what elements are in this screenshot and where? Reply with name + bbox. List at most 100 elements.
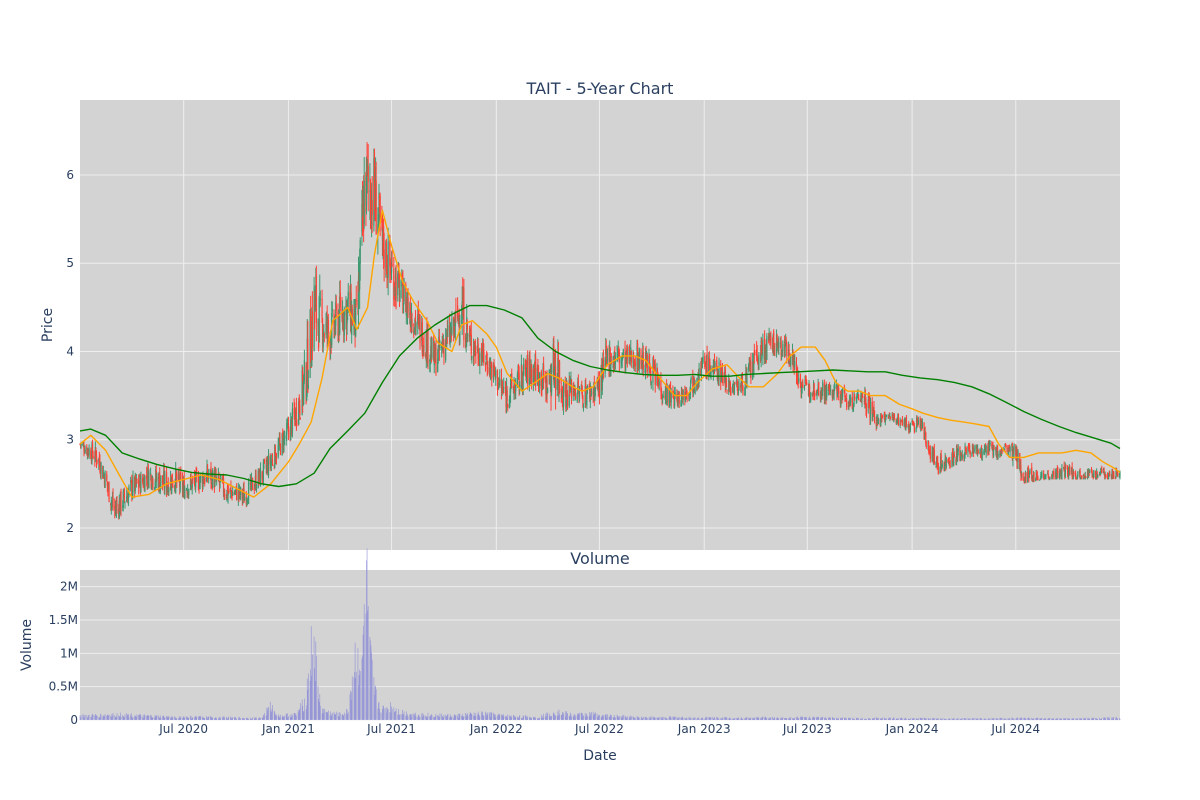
- volume-bar: [862, 718, 863, 720]
- volume-bar: [776, 718, 777, 720]
- volume-bar: [984, 718, 985, 720]
- volume-bar: [1073, 718, 1075, 720]
- candle-body: [754, 351, 756, 353]
- volume-bar: [1004, 718, 1006, 720]
- candle-body: [156, 476, 158, 481]
- candle-body: [546, 379, 548, 397]
- candle-body: [1040, 475, 1042, 480]
- candle-body: [241, 490, 243, 500]
- candle-body: [564, 383, 566, 394]
- volume-bar: [131, 716, 133, 720]
- volume-bar: [995, 718, 997, 720]
- candle-body: [437, 358, 439, 372]
- candle-body: [924, 430, 926, 440]
- candle-body: [589, 388, 591, 402]
- volume-bar: [346, 708, 347, 720]
- candle-body: [1114, 476, 1117, 479]
- volume-bar: [79, 715, 81, 720]
- candle-body: [861, 393, 864, 398]
- candle-body: [1013, 444, 1015, 452]
- candle-body: [1059, 471, 1061, 473]
- candle-body: [190, 479, 192, 482]
- candle-body: [833, 385, 835, 395]
- volume-bar: [1045, 718, 1047, 720]
- candle-body: [496, 370, 499, 390]
- volume-bar: [774, 718, 776, 720]
- volume-bar: [590, 715, 592, 720]
- volume-bar: [1044, 718, 1046, 720]
- volume-bar: [226, 717, 227, 720]
- candle-body: [806, 382, 808, 385]
- candle-body: [956, 448, 958, 457]
- candle-body: [466, 321, 468, 331]
- candle-body: [199, 480, 201, 489]
- volume-bar: [888, 717, 890, 720]
- volume-bar: [1095, 718, 1096, 720]
- volume-bar: [874, 717, 875, 720]
- candle-body: [508, 398, 511, 409]
- candle-body: [323, 334, 325, 336]
- candle-body: [150, 475, 152, 489]
- volume-bar: [231, 716, 233, 720]
- volume-bar: [525, 715, 526, 720]
- volume-bar: [694, 717, 696, 720]
- volume-bar: [140, 715, 142, 720]
- candle-body: [658, 381, 660, 385]
- candle-body: [395, 276, 397, 300]
- candle-body: [766, 336, 768, 360]
- candle-body: [418, 317, 420, 319]
- volume-bar: [527, 716, 529, 720]
- volume-bar: [171, 716, 173, 720]
- volume-bar: [370, 640, 371, 720]
- volume-bar: [905, 718, 907, 720]
- candle-body: [155, 470, 157, 480]
- candle-body: [951, 451, 954, 457]
- candle-body: [884, 412, 886, 422]
- candle-body: [1090, 469, 1093, 471]
- volume-bar: [223, 716, 224, 720]
- volume-bar: [119, 716, 121, 720]
- candle-body: [1052, 471, 1054, 476]
- volume-bar: [602, 715, 604, 720]
- volume-bar: [945, 718, 947, 720]
- candle-body: [160, 475, 162, 485]
- volume-bar: [573, 714, 575, 720]
- candle-body: [108, 482, 110, 502]
- volume-bar: [466, 716, 468, 720]
- candle-body: [500, 378, 503, 389]
- volume-bar: [581, 712, 583, 720]
- volume-bar: [387, 709, 388, 720]
- volume-bar: [282, 716, 284, 720]
- candle-body: [544, 376, 546, 379]
- candle-body: [224, 493, 226, 496]
- volume-bar: [606, 717, 608, 720]
- candle-body: [1080, 478, 1082, 480]
- volume-bar: [861, 717, 863, 720]
- volume-bar: [226, 717, 228, 720]
- volume-bar: [454, 715, 456, 720]
- candle-body: [920, 418, 922, 425]
- volume-bar: [894, 718, 895, 720]
- volume-bar: [163, 717, 165, 720]
- volume-bar: [362, 634, 364, 720]
- volume-bar: [258, 717, 260, 720]
- volume-bar: [537, 718, 539, 720]
- candle-body: [1098, 473, 1101, 475]
- volume-bar: [808, 717, 810, 720]
- volume-bar: [497, 715, 498, 720]
- price-axis-label: Price: [40, 308, 56, 342]
- candle-body: [917, 420, 919, 425]
- candle-body: [1089, 470, 1091, 473]
- volume-bar: [343, 712, 345, 720]
- volume-bar: [253, 717, 255, 720]
- volume-bar: [1041, 718, 1043, 720]
- volume-bar: [90, 717, 92, 720]
- volume-bar: [694, 717, 695, 720]
- volume-bar: [796, 716, 797, 720]
- volume-bar: [382, 705, 384, 720]
- volume-bar: [256, 718, 257, 720]
- candle-body: [613, 361, 615, 364]
- volume-bar: [591, 712, 592, 720]
- volume-bar: [903, 718, 905, 720]
- volume-bar: [326, 712, 327, 720]
